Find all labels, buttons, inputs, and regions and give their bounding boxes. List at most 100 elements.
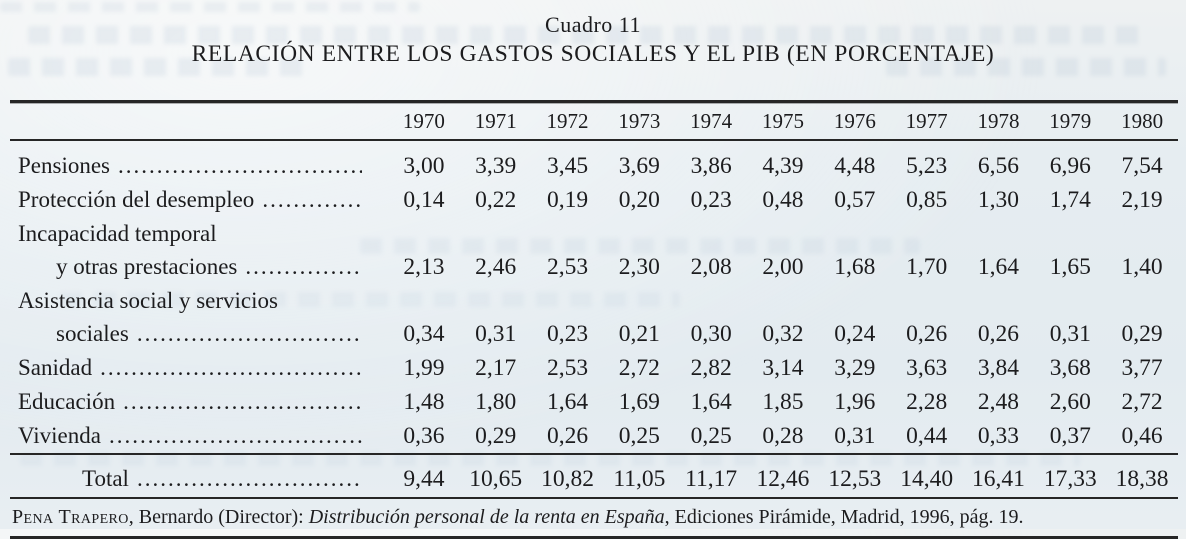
table-row: Vivienda 0,36 0,29 0,26 0,25 0,25 0,28 0,31 0,44… (10, 419, 1178, 453)
cell-value: 1,74 (1049, 187, 1091, 213)
total-footer-rule (10, 497, 1178, 499)
row-label: Sanidad (18, 355, 93, 380)
cell-value: 0,57 (834, 187, 876, 213)
cell-value: 12,53 (828, 466, 882, 492)
cell-value: 0,44 (906, 423, 948, 449)
row-label-cell: Vivienda (10, 419, 388, 452)
year-header: 1977 (905, 109, 948, 133)
year-header: 1975 (761, 109, 804, 133)
cell-value: 0,26 (977, 321, 1019, 347)
cell-value: 3,45 (546, 153, 589, 179)
cell-value: 2,60 (1049, 389, 1091, 415)
row-label-cell: Incapacidad temporal (10, 217, 388, 250)
cell-value: 1,85 (762, 389, 804, 415)
cell-value: 0,34 (403, 321, 445, 347)
cell-value: 1,30 (977, 187, 1019, 213)
statistics-table: 1970 1971 1972 1973 1974 1975 1976 1977 1978 1979… (10, 100, 1178, 539)
cell-value: 2,19 (1121, 187, 1163, 213)
leader-dots (137, 317, 362, 350)
year-header: 1979 (1049, 109, 1092, 133)
cell-value: 2,82 (690, 355, 732, 381)
cell-value: 0,26 (546, 423, 589, 449)
cell-value: 2,30 (618, 254, 660, 280)
table-top-rule (10, 100, 1178, 103)
table-row: y otras prestaciones 2,13 2,46 2,53 2,30 2,08… (10, 250, 1178, 284)
cell-value: 2,46 (475, 254, 517, 280)
cell-value: 0,26 (906, 321, 948, 347)
cell-value: 0,37 (1049, 423, 1091, 449)
year-header: 1978 (977, 109, 1020, 133)
table-title-block: Cuadro 11 RELACIÓN ENTRE LOS GASTOS SOCI… (0, 12, 1186, 68)
bleed-through-artifact (0, 2, 420, 12)
cell-value: 2,08 (690, 254, 732, 280)
cell-value: 3,00 (403, 153, 445, 179)
row-label-cell: Protección del desempleo (10, 183, 388, 216)
cell-value: 18,38 (1115, 466, 1169, 492)
cell-value: 0,85 (906, 187, 948, 213)
cell-value: 10,65 (469, 466, 523, 492)
cell-value: 2,13 (403, 254, 445, 280)
cell-value: 1,65 (1049, 254, 1091, 280)
cell-value: 9,44 (403, 466, 445, 492)
cell-value: 3,69 (618, 153, 660, 179)
head-body-rule (10, 139, 1178, 141)
cell-value: 3,77 (1121, 355, 1163, 381)
cell-value: 0,22 (475, 187, 517, 213)
cell-value: 10,82 (541, 466, 594, 492)
row-label: Vivienda (18, 423, 101, 448)
cell-value: 1,70 (906, 254, 948, 280)
cell-value: 4,48 (834, 153, 876, 179)
table-body: Pensiones 3,00 3,39 3,45 3,69 3,86 4,39 4,48 5,2… (10, 141, 1178, 453)
cell-value: 0,46 (1121, 423, 1163, 449)
cell-value: 0,14 (403, 187, 445, 213)
cell-value: 0,29 (1121, 321, 1163, 347)
cell-value: 0,29 (475, 423, 517, 449)
table-row: Educación 1,48 1,80 1,64 1,69 1,64 1,85 1,96 2,2… (10, 385, 1178, 419)
row-label: y otras prestaciones (56, 254, 238, 279)
cell-value: 11,05 (613, 466, 666, 492)
cell-value: 0,23 (546, 321, 589, 347)
cell-value: 11,17 (685, 466, 738, 492)
cell-value: 0,28 (762, 423, 804, 449)
row-label-cell: sociales (10, 317, 388, 350)
cell-value: 0,32 (762, 321, 804, 347)
cell-value: 2,28 (906, 389, 948, 415)
table-row: sociales 0,34 0,31 0,23 0,21 0,30 0,32 0,24 0,26… (10, 317, 1178, 351)
cell-value: 2,53 (546, 254, 589, 280)
cell-value: 1,96 (834, 389, 876, 415)
leader-dots (109, 419, 362, 452)
cell-value: 2,17 (475, 355, 517, 381)
year-header: 1970 (402, 109, 445, 133)
row-label: Protección del desempleo (18, 187, 255, 212)
row-label-cell: Sanidad (10, 351, 388, 384)
cell-value: 1,99 (403, 355, 445, 381)
cell-value: 0,25 (618, 423, 660, 449)
source-note: Pena Trapero, Bernardo (Director): Distr… (10, 499, 1178, 536)
cell-value: 0,19 (546, 187, 589, 213)
cell-value: 3,29 (834, 355, 876, 381)
cell-value: 0,31 (475, 321, 517, 347)
cell-value: 1,64 (546, 389, 589, 415)
body-total-rule (10, 453, 1178, 455)
year-header: 1971 (474, 109, 517, 133)
cell-value: 17,33 (1043, 466, 1097, 492)
cell-value: 3,63 (906, 355, 948, 381)
table-row: Total 9,44 10,65 10,82 11,05 11,17 12,46 12,53 1… (10, 461, 1178, 497)
row-label: Asistencia social y servicios (18, 288, 278, 313)
source-tail: , Ediciones Pirámide, Madrid, 1996, pág.… (664, 506, 1024, 528)
cell-value: 0,31 (1049, 321, 1091, 347)
table-heading: RELACIÓN ENTRE LOS GASTOS SOCIALES Y EL … (191, 41, 995, 67)
row-label-cell: Total (10, 461, 388, 497)
cell-value: 1,80 (475, 389, 517, 415)
cell-value: 3,14 (762, 355, 804, 381)
table-number: Cuadro 11 (545, 12, 641, 37)
cell-value: 0,21 (618, 321, 660, 347)
leader-dots (118, 149, 362, 182)
cell-value: 3,68 (1049, 355, 1091, 381)
cell-value: 1,40 (1121, 254, 1163, 280)
source-book-title: Distribución personal de la renta en Esp… (308, 506, 665, 528)
table-row: Pensiones 3,00 3,39 3,45 3,69 3,86 4,39 4,48 5,2… (10, 149, 1178, 183)
cell-value: 1,64 (690, 389, 732, 415)
table-head-row: 1970 1971 1972 1973 1974 1975 1976 1977 1978 1979… (10, 103, 1178, 139)
